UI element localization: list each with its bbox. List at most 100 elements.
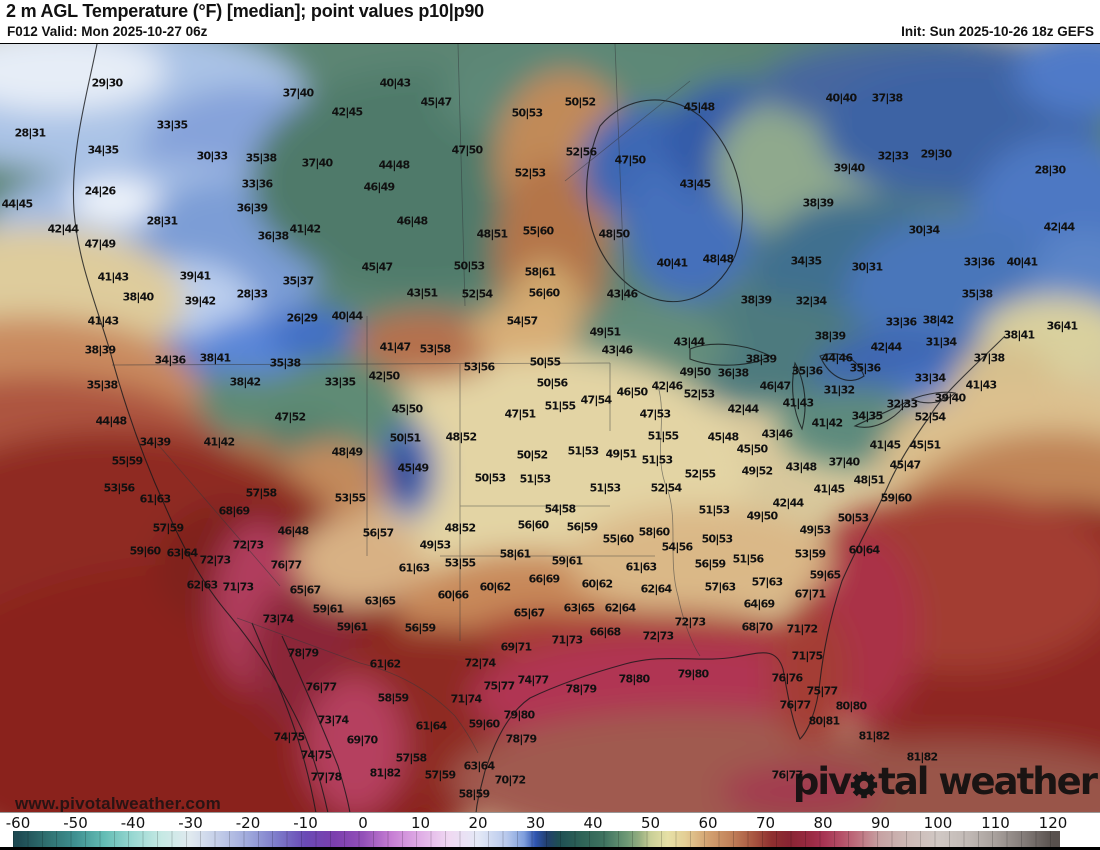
point-value: 43|46: [606, 287, 638, 301]
point-value: 61|63: [625, 560, 657, 574]
point-value: 43|46: [601, 343, 633, 357]
point-value: 78|79: [505, 732, 537, 746]
point-value: 44|46: [821, 351, 853, 365]
point-value: 50|53: [701, 532, 733, 546]
point-value: 60|62: [581, 577, 613, 591]
point-value: 58|59: [377, 691, 409, 705]
point-value: 41|42: [289, 222, 321, 236]
point-value: 52|54: [461, 287, 493, 301]
point-value: 50|51: [389, 431, 421, 445]
point-value: 47|51: [504, 407, 536, 421]
point-value: 53|59: [794, 547, 826, 561]
point-value: 60|64: [848, 543, 880, 557]
point-value: 62|64: [604, 601, 636, 615]
point-value: 80|81: [808, 714, 840, 728]
point-value: 53|56: [103, 481, 135, 495]
point-value: 60|62: [479, 580, 511, 594]
point-value: 38|39: [814, 329, 846, 343]
point-value: 41|47: [379, 340, 411, 354]
header: 2 m AGL Temperature (°F) [median]; point…: [0, 0, 1100, 43]
point-value: 34|35: [87, 143, 119, 157]
point-value: 38|39: [84, 343, 116, 357]
point-value: 33|35: [156, 118, 188, 132]
point-value: 41|43: [97, 270, 129, 284]
point-value: 39|41: [179, 269, 211, 283]
point-value: 52|54: [914, 410, 946, 424]
point-value: 33|34: [914, 371, 946, 385]
point-value: 71|75: [791, 649, 823, 663]
point-value: 29|30: [91, 76, 123, 90]
point-value: 53|58: [419, 342, 451, 356]
point-value: 39|40: [833, 161, 865, 175]
temperature-map: 29|30 37|40 40|43 28|31 33|35 42|45 45|47 34|35…: [0, 43, 1100, 813]
colorbar-tick: -20: [235, 814, 261, 832]
point-value: 59|61: [312, 602, 344, 616]
coastlines: [72, 44, 1006, 813]
colorbar-tick: 60: [698, 814, 718, 832]
point-value: 79|80: [503, 708, 535, 722]
point-value: 56|60: [528, 286, 560, 300]
point-value: 40|41: [656, 256, 688, 270]
point-value: 51|53: [698, 503, 730, 517]
point-value: 47|53: [639, 407, 671, 421]
colorbar-tick: 70: [755, 814, 776, 832]
point-value: 51|53: [589, 481, 621, 495]
point-value: 69|71: [500, 640, 532, 654]
point-value: 38|39: [740, 293, 772, 307]
point-value: 30|31: [851, 260, 883, 274]
colorbar-tick: -30: [178, 814, 203, 832]
point-value: 61|63: [139, 492, 171, 506]
point-value: 55|60: [522, 224, 554, 238]
point-value: 51|53: [567, 444, 599, 458]
point-value: 46|50: [616, 385, 648, 399]
point-value: 37|40: [828, 455, 860, 469]
point-value: 61|63: [398, 561, 430, 575]
point-value: 41|43: [782, 396, 814, 410]
point-value: 45|50: [736, 442, 768, 456]
point-value: 57|63: [704, 580, 736, 594]
point-value: 29|30: [920, 147, 952, 161]
point-value: 56|57: [362, 526, 394, 540]
point-value: 65|67: [513, 606, 545, 620]
point-value: 75|77: [806, 684, 838, 698]
watermark-url: www.pivotalweather.com: [15, 794, 221, 813]
point-value: 30|33: [196, 149, 228, 163]
point-value: 74|77: [517, 673, 549, 687]
point-value: 71|73: [222, 580, 254, 594]
point-value: 47|54: [580, 393, 612, 407]
point-value: 48|52: [445, 430, 477, 444]
point-value: 28|31: [14, 126, 46, 140]
point-value: 59|61: [551, 554, 583, 568]
point-value: 45|47: [889, 458, 921, 472]
point-value: 43|46: [761, 427, 793, 441]
point-value: 34|36: [154, 353, 186, 367]
colorbar-tick: 110: [981, 814, 1010, 832]
logo-text-left: piv: [792, 760, 852, 803]
point-value: 47|50: [614, 153, 646, 167]
point-value: 43|51: [406, 286, 438, 300]
point-value: 72|73: [674, 615, 706, 629]
point-value: 66|69: [528, 572, 560, 586]
point-value: 59|60: [129, 544, 161, 558]
point-value: 36|41: [1046, 319, 1078, 333]
colorbar-tick: 0: [358, 814, 368, 832]
colorbar-tick: 40: [583, 814, 603, 832]
borders: [111, 44, 701, 754]
map-title: 2 m AGL Temperature (°F) [median]; point…: [6, 1, 484, 21]
point-value: 54|57: [506, 314, 538, 328]
point-value: 54|56: [661, 540, 693, 554]
point-value: 55|60: [602, 532, 634, 546]
point-value: 50|52: [564, 95, 596, 109]
point-value: 55|59: [111, 454, 143, 468]
point-value: 59|65: [809, 568, 841, 582]
point-value: 57|58: [395, 751, 427, 765]
point-value: 45|48: [707, 430, 739, 444]
point-value: 37|38: [871, 91, 903, 105]
point-value: 62|63: [186, 578, 218, 592]
pivotal-weather-logo: piv tal weather: [792, 760, 1098, 803]
point-value: 57|63: [751, 575, 783, 589]
point-value: 81|82: [906, 750, 938, 764]
point-value: 48|52: [444, 521, 476, 535]
init-time: Init: Sun 2025-10-26 18z GEFS: [901, 24, 1094, 39]
